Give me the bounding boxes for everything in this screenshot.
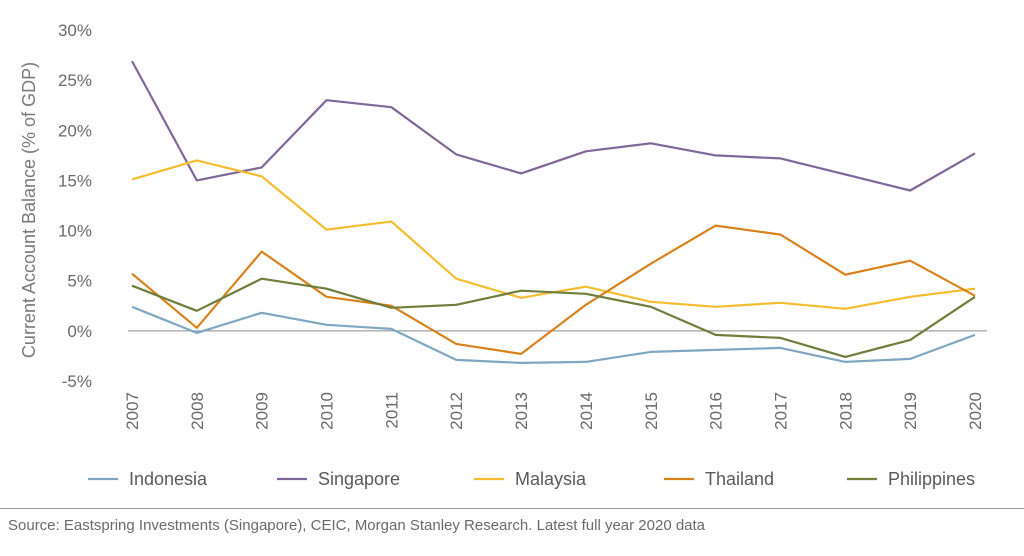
y-tick-label: 5% (67, 272, 92, 291)
x-tick-label: 2020 (966, 392, 985, 430)
x-tick-label: 2012 (447, 392, 466, 430)
series-line-singapore (131, 60, 976, 192)
legend-label-singapore: Singapore (318, 469, 400, 489)
y-axis-title: Current Account Balance (% of GDP) (19, 62, 39, 358)
x-tick-label: 2017 (771, 392, 790, 430)
x-tick-label: 2015 (642, 392, 661, 430)
y-tick-label: 25% (58, 71, 92, 90)
x-tick-label: 2010 (318, 392, 337, 430)
x-tick-label: 2011 (382, 392, 401, 429)
source-note: Source: Eastspring Investments (Singapor… (8, 517, 706, 534)
y-tick-label: 30% (58, 21, 92, 40)
legend-label-philippines: Philippines (888, 469, 975, 489)
legend-label-thailand: Thailand (705, 469, 774, 489)
series-line-philippines (131, 277, 976, 358)
series-line-indonesia (131, 305, 976, 364)
series-line-thailand (131, 224, 976, 355)
legend: Indonesia Singapore Malaysia Thailand Philip… (88, 469, 975, 489)
legend-label-malaysia: Malaysia (515, 469, 587, 489)
x-tick-label: 2009 (253, 392, 272, 430)
y-tick-label: -5% (62, 372, 92, 391)
x-tick-label: 2013 (512, 392, 531, 430)
y-axis-tick-labels: -5% 0% 5% 10% 15% 20% 25% 30% (58, 21, 92, 391)
y-tick-label: 20% (58, 121, 92, 140)
x-tick-label: 2007 (123, 392, 142, 430)
y-tick-label: 0% (67, 322, 92, 341)
x-axis-tick-labels: 2007 2008 2009 2010 2011 2012 2013 2014 2015 2016… (123, 392, 985, 430)
x-tick-label: 2019 (901, 392, 920, 430)
x-tick-label: 2008 (188, 392, 207, 430)
y-tick-label: 15% (58, 171, 92, 190)
x-tick-label: 2018 (836, 392, 855, 430)
footer-divider (0, 508, 1024, 509)
series-lines (131, 60, 976, 364)
y-tick-label: 10% (58, 222, 92, 241)
x-tick-label: 2014 (577, 392, 596, 430)
legend-label-indonesia: Indonesia (129, 469, 208, 489)
x-tick-label: 2016 (707, 392, 726, 430)
series-line-malaysia (131, 159, 976, 310)
